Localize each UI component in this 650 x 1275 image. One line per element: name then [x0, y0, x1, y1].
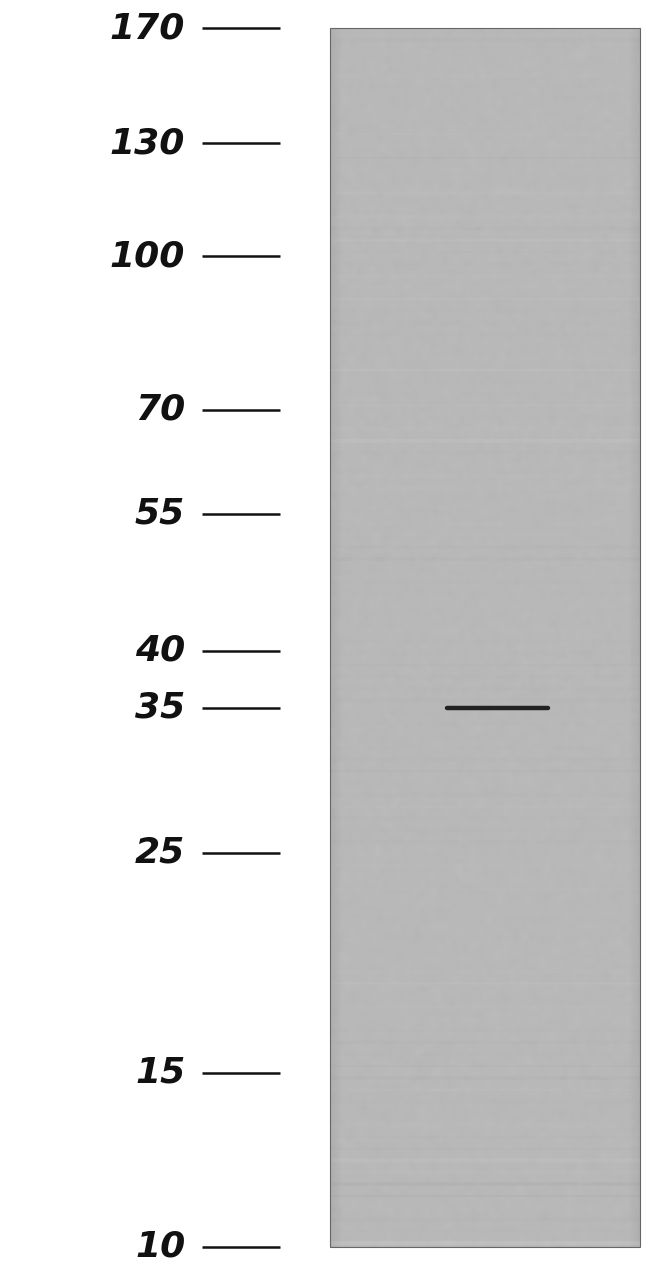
Text: 170: 170	[110, 11, 185, 45]
Text: 35: 35	[135, 691, 185, 725]
Text: 25: 25	[135, 835, 185, 870]
Text: 55: 55	[135, 496, 185, 530]
Text: 40: 40	[135, 634, 185, 668]
Text: 15: 15	[135, 1056, 185, 1090]
Text: 100: 100	[110, 240, 185, 273]
Text: 130: 130	[110, 126, 185, 161]
Text: 70: 70	[135, 393, 185, 427]
Text: 10: 10	[135, 1230, 185, 1264]
Bar	[330, 28, 640, 1247]
